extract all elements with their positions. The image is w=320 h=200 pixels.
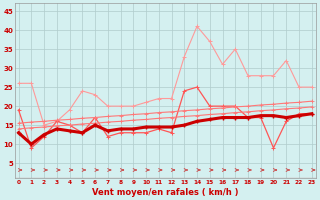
X-axis label: Vent moyen/en rafales ( km/h ): Vent moyen/en rafales ( km/h )	[92, 188, 238, 197]
